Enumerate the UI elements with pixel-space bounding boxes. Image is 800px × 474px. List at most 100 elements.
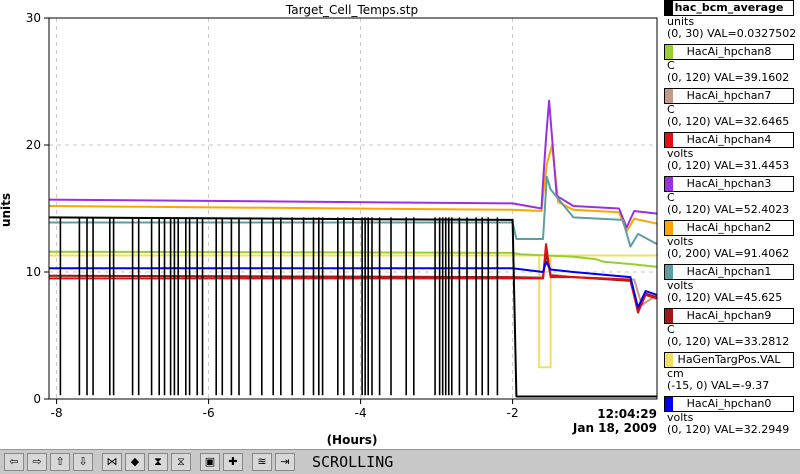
legend-swatch	[665, 265, 673, 279]
legend-item-HaGenTargPos.VAL[interactable]: HaGenTargPos.VAL	[664, 352, 794, 368]
x-tick-label: -2	[507, 406, 519, 420]
y-axis-label: units	[0, 193, 13, 227]
legend-unit: volts	[667, 147, 694, 160]
legend-item-HacAi_hpchan1[interactable]: HacAi_hpchan1	[664, 264, 794, 280]
legend-unit: cm	[667, 367, 684, 380]
expand-vertical-button[interactable]: ⧖	[171, 453, 191, 471]
series-line-HacAi_hpchan3	[48, 99, 658, 229]
legend-swatch	[665, 133, 673, 147]
legend-range: (-15, 0)	[667, 379, 708, 392]
legend-unit: volts	[667, 279, 694, 292]
legend-swatch	[665, 177, 673, 191]
scroll-left-button[interactable]: ⇦	[4, 453, 24, 471]
expand-horizontal-button[interactable]: ◆	[125, 453, 145, 471]
date-label: Jan 18, 2009	[572, 421, 657, 435]
legend-item-HacAi_hpchan0[interactable]: HacAi_hpchan0	[664, 396, 794, 412]
legend-value: (0, 120) VAL=32.6465	[667, 116, 789, 128]
legend-range: (0, 30)	[667, 27, 704, 40]
x-tick-label: -4	[355, 406, 367, 420]
jump-to-end-icon: ⇥	[280, 455, 290, 468]
legend-readout: VAL=31.4453	[714, 159, 790, 172]
legend-value: (0, 120) VAL=33.2812	[667, 336, 789, 348]
legend-range: (0, 120)	[667, 203, 711, 216]
legend-range: (0, 120)	[667, 71, 711, 84]
y-tick-label: 30	[26, 11, 41, 25]
scroll-down-icon: ⇩	[78, 455, 88, 468]
legend-item-HacAi_hpchan8[interactable]: HacAi_hpchan8	[664, 44, 794, 60]
legend-value: (0, 120) VAL=52.4023	[667, 204, 789, 216]
compress-vertical-button[interactable]: ⧗	[148, 453, 168, 471]
time-label: 12:04:29	[597, 407, 657, 421]
legend-swatch	[665, 397, 673, 411]
x-tick-label: -8	[51, 406, 63, 420]
legend-item-HacAi_hpchan9[interactable]: HacAi_hpchan9	[664, 308, 794, 324]
legend-item-HacAi_hpchan7[interactable]: HacAi_hpchan7	[664, 88, 794, 104]
legend-label: hac_bcm_average	[674, 1, 784, 14]
legend-item-HacAi_hpchan3[interactable]: HacAi_hpchan3	[664, 176, 794, 192]
legend-swatch	[665, 221, 673, 235]
compress-horizontal-icon: ⋈	[106, 455, 118, 468]
y-tick-label: 0	[33, 392, 41, 406]
legend-range: (0, 120)	[667, 159, 711, 172]
zoom-box-icon: ▣	[204, 455, 216, 468]
legend-item-HacAi_hpchan4[interactable]: HacAi_hpchan4	[664, 132, 794, 148]
expand-horizontal-icon: ◆	[130, 455, 140, 468]
legend-readout: VAL=91.4062	[714, 247, 790, 260]
legend-swatch	[665, 89, 673, 103]
jump-to-end-button[interactable]: ⇥	[275, 453, 295, 471]
compress-horizontal-button[interactable]: ⋈	[102, 453, 122, 471]
expand-vertical-icon: ⧖	[177, 455, 185, 468]
autoscale-button[interactable]: ≊	[252, 453, 272, 471]
plot-frame	[48, 17, 658, 400]
series-line-HacAi_hpchan0	[49, 260, 658, 309]
pan-button[interactable]: ✚	[223, 453, 243, 471]
legend-swatch	[665, 353, 673, 367]
legend-readout: VAL=52.4023	[714, 203, 790, 216]
legend-value: (0, 120) VAL=39.1602	[667, 72, 789, 84]
legend-unit: volts	[667, 235, 694, 248]
compress-vertical-icon: ⧗	[154, 455, 162, 468]
x-axis-label: (Hours)	[327, 433, 378, 447]
y-tick-label: 20	[26, 138, 41, 152]
legend-swatch	[665, 45, 673, 59]
legend-range: (0, 120)	[667, 291, 711, 304]
legend-readout: VAL=45.625	[714, 291, 783, 304]
legend-swatch	[665, 309, 673, 323]
series-line-HaGenTargPos.VAL	[49, 254, 657, 369]
legend-range: (0, 120)	[667, 335, 711, 348]
legend-readout: VAL=0.0327502	[707, 27, 797, 40]
legend-label: HacAi_hpchan4	[686, 133, 772, 146]
scrolling-status: SCROLLING	[312, 453, 394, 471]
y-tick-label: 10	[26, 265, 41, 279]
chart-title: Target_Cell_Temps.stp	[285, 3, 418, 17]
scroll-right-button[interactable]: ⇨	[27, 453, 47, 471]
scroll-up-button[interactable]: ⇧	[50, 453, 70, 471]
legend-value: (0, 30) VAL=0.0327502	[667, 28, 796, 40]
legend-range: (0, 120)	[667, 115, 711, 128]
legend-readout: VAL=-9.37	[711, 379, 770, 392]
scroll-right-icon: ⇨	[32, 455, 42, 468]
legend-readout: VAL=32.6465	[714, 115, 790, 128]
legend-unit: C	[667, 191, 675, 204]
legend-item-HacAi_hpchan2[interactable]: HacAi_hpchan2	[664, 220, 794, 236]
legend-value: (-15, 0) VAL=-9.37	[667, 380, 769, 392]
legend-label: HacAi_hpchan8	[686, 45, 772, 58]
legend-label: HacAi_hpchan7	[686, 89, 772, 102]
x-tick-label: -6	[203, 406, 215, 420]
legend-range: (0, 200)	[667, 247, 711, 260]
legend-value: (0, 120) VAL=32.2949	[667, 424, 789, 436]
zoom-box-button[interactable]: ▣	[200, 453, 220, 471]
legend-swatch	[665, 1, 673, 15]
axis-ticks: -8 -6 -4 -2 0 10 20 30	[26, 11, 519, 420]
autoscale-icon: ≊	[257, 455, 267, 468]
series-line-HacAi_hpchan4	[49, 243, 658, 314]
series-layer	[48, 99, 658, 398]
legend-item-hac_bcm_average[interactable]: hac_bcm_average	[664, 0, 794, 16]
legend-unit: volts	[667, 411, 694, 424]
legend-unit: C	[667, 59, 675, 72]
scroll-down-button[interactable]: ⇩	[73, 453, 93, 471]
legend-value: (0, 120) VAL=31.4453	[667, 160, 789, 172]
legend-readout: VAL=39.1602	[714, 71, 790, 84]
series-line-HacAi_hpchan1	[49, 175, 658, 248]
legend-value: (0, 120) VAL=45.625	[667, 292, 782, 304]
